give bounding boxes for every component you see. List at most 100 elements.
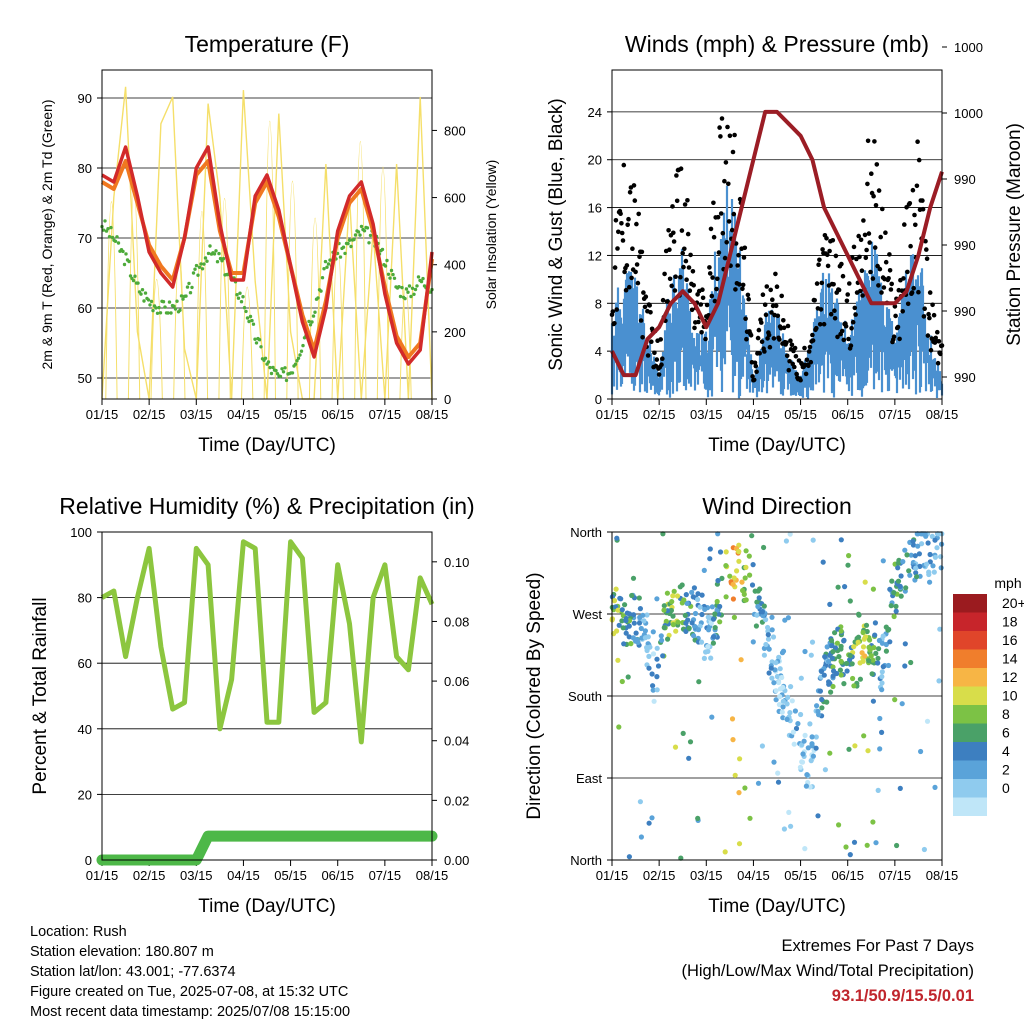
wind-direction-point [787,710,793,716]
x-tick-label: 05/15 [784,868,817,883]
y2-tick-label: 400 [444,258,466,273]
gust-point [779,293,784,299]
dewpoint-point [421,276,425,281]
dewpoint-point [148,303,152,307]
wind-direction-point [900,559,906,565]
wind-direction-point [747,572,753,578]
wind-direction-point [681,597,687,603]
gust-point [634,262,640,267]
gust-point [902,222,907,227]
wind-direction-point [754,612,760,618]
dewpoint-point [359,224,364,229]
wind-direction-point [927,559,933,565]
wind-direction-point [814,703,820,709]
wind-direction-point [707,556,713,562]
dewpoint-point [154,306,158,310]
y2-tick-label: 0.06 [444,674,469,689]
wind-direction-point [705,614,711,620]
dewpoint-point [238,291,242,295]
gust-point [814,325,819,331]
wind-direction-point [798,711,804,718]
gust-point [928,347,934,353]
dewpoint-point [349,244,353,249]
gust-point [849,326,854,331]
wind-direction-point [759,609,766,615]
gust-point [773,303,779,309]
gust-point [699,330,704,335]
wind-direction-point [847,652,853,659]
gust-point [905,269,910,275]
y-axis-label-left: 2m & 9m T (Red, Orange) & 2m Td (Green) [39,100,55,370]
y-tick-label: 20 [78,787,92,802]
gust-point [744,336,749,342]
wind-direction-point [649,671,655,677]
gust-point [621,162,627,168]
gust-point [920,198,925,203]
wind-direction-point [730,596,737,602]
wind-direction-point [769,614,775,620]
wind-direction-point [616,724,622,730]
gust-point [718,211,724,216]
gust-point [924,256,930,262]
wind-direction-point [701,655,708,662]
wind-direction-point [624,610,630,616]
wind-direction-point [711,634,717,640]
wind-direction-point [851,839,858,845]
wind-direction-point [682,612,688,619]
wind-direction-point [702,606,708,613]
legend-swatch [953,668,987,687]
series-solar-insolation [101,86,433,400]
wind-direction-point [678,855,684,861]
gust-point [846,336,851,342]
wind-direction-point [880,633,886,639]
dewpoint-point [307,319,311,324]
wind-direction-point [846,553,852,559]
wind-direction-point [636,620,643,626]
wind-direction-point [902,641,908,647]
wind-direction-point [637,606,644,612]
gust-point [784,353,790,359]
dewpoint-point [410,286,415,290]
gust-point [652,350,657,356]
wind-direction-point [709,714,715,720]
gust-point [848,343,854,349]
gust-point [893,313,898,319]
dewpoint-point [398,294,403,299]
gust-point [751,377,757,383]
wind-direction-point [611,598,618,604]
wind-direction-point [860,644,867,650]
wind-direction-point [640,612,646,618]
gust-point [857,254,862,260]
dewpoint-point [110,235,115,240]
x-tick-label: 07/15 [879,407,912,422]
dewpoint-point [362,229,367,233]
gust-point [869,171,874,176]
wind-direction-point [620,625,626,631]
legend-swatch [953,760,987,779]
gust-point [629,275,634,281]
wind-direction-point [696,679,702,685]
dewpoint-point [191,271,196,275]
wind-direction-point [723,549,729,555]
wind-direction-point [775,779,782,785]
gust-point [868,269,873,275]
gust-point [735,263,740,268]
y2-tick-label: 990 [954,370,976,385]
gust-point [810,332,815,338]
dewpoint-point [178,308,182,312]
gust-point [691,283,696,288]
dewpoint-point [205,259,209,263]
dewpoint-point [214,249,218,253]
gust-point [843,323,849,329]
wind-direction-point [732,772,738,778]
dewpoint-point [278,374,283,379]
solar-spike [308,217,322,400]
legend-label: 0 [1002,780,1010,796]
dewpoint-point [200,267,205,271]
gust-point [897,336,902,342]
wind-direction-point [634,637,640,643]
dewpoint-point [389,268,394,273]
wind-direction-point [773,660,779,666]
x-tick-label: 01/15 [596,868,629,883]
dewpoint-point [242,306,247,310]
